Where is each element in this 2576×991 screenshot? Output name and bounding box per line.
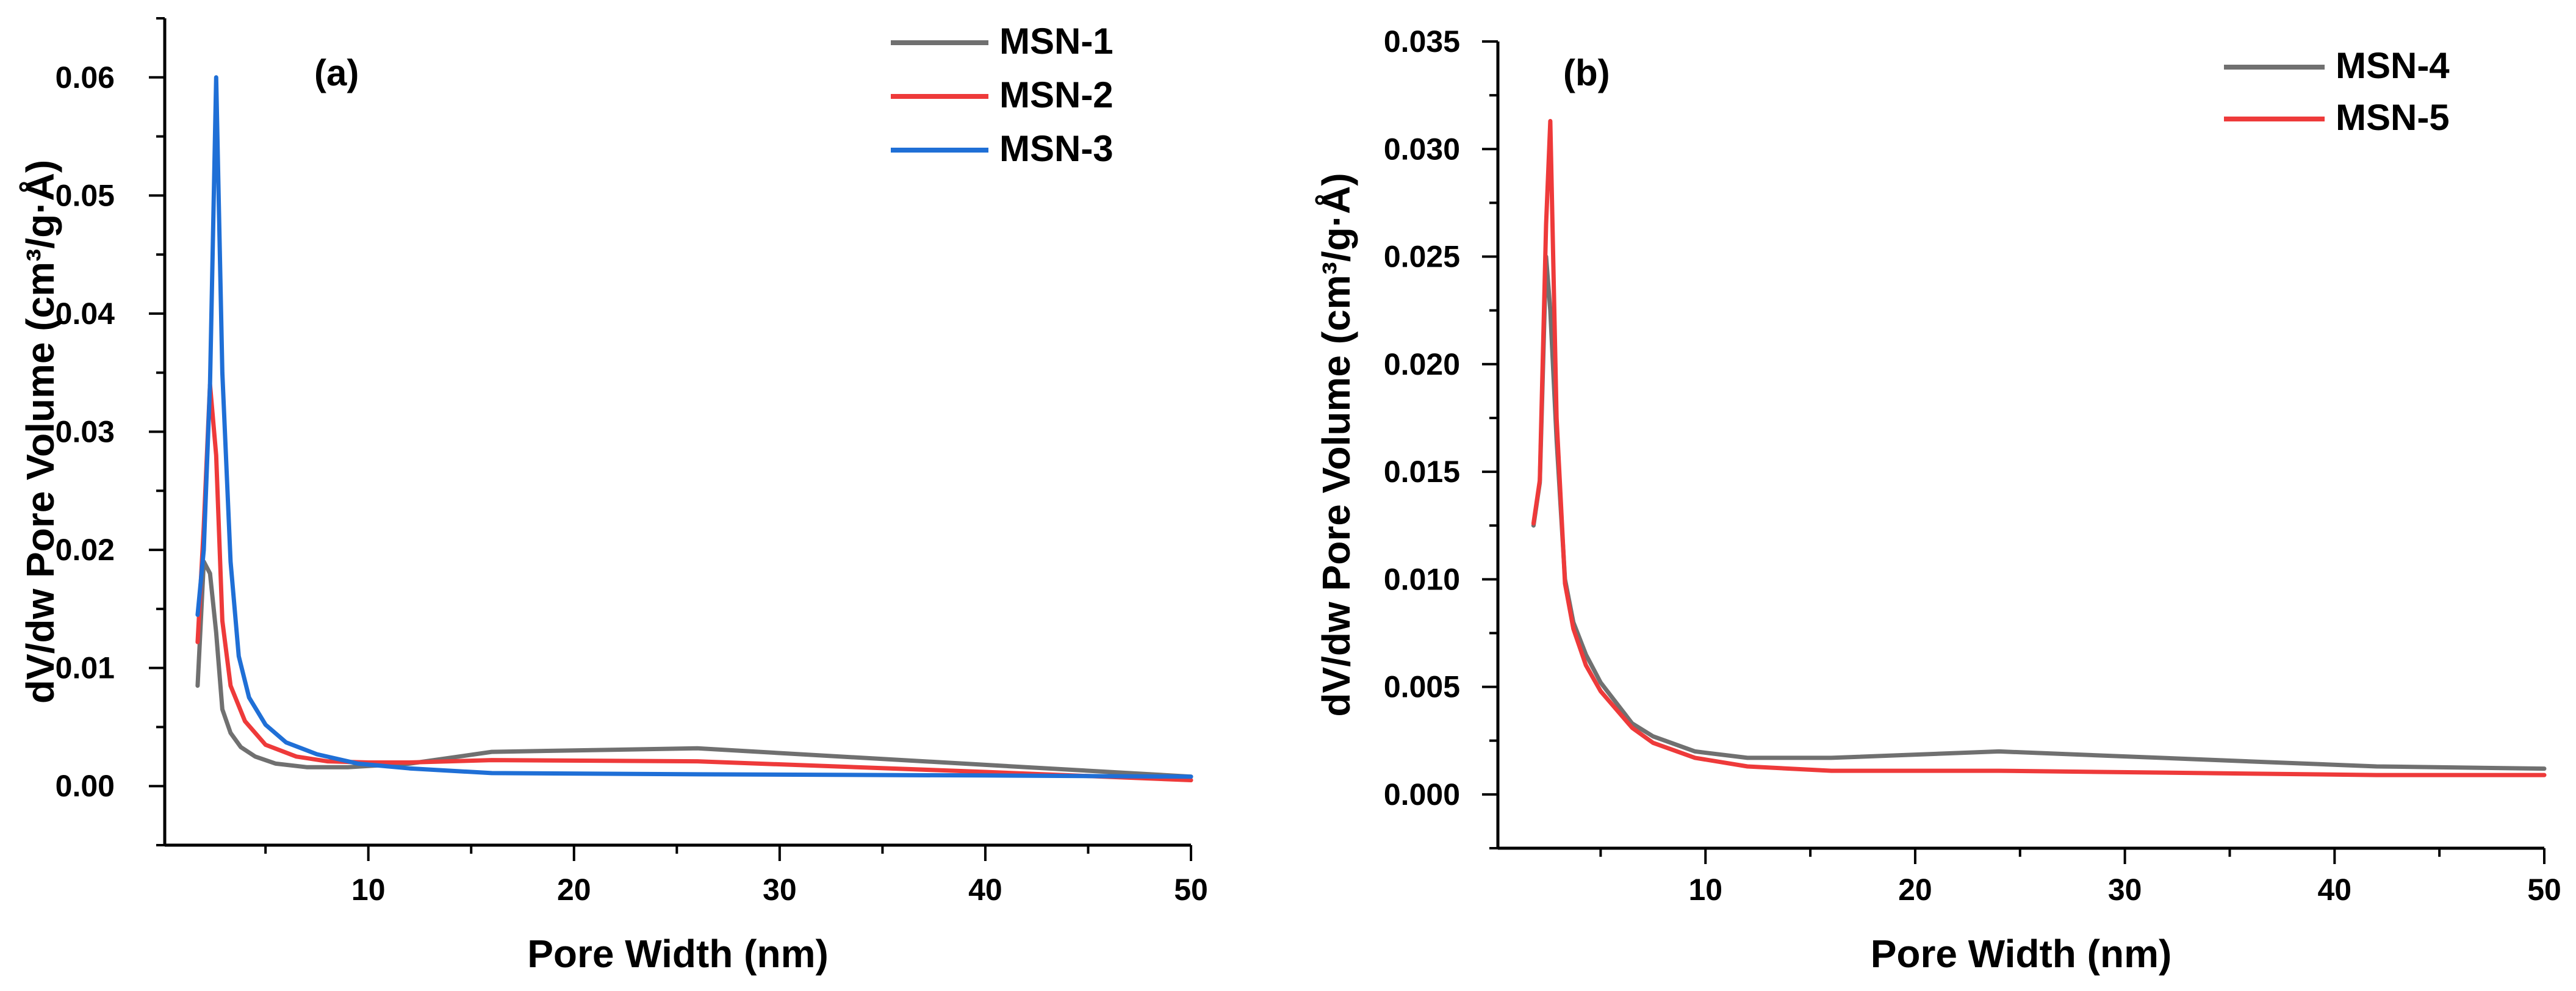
panel-b-y-tick-label: 0.015 [1384, 455, 1460, 489]
panel-a-x-tick-label: 30 [763, 873, 797, 907]
panel-b-series-msn-5 [1531, 118, 2547, 777]
panel-a-x-tick-label: 40 [968, 873, 1002, 907]
panel-b-x-tick-label: 40 [2318, 873, 2352, 907]
panel-b-y-tick-label: 0.005 [1384, 670, 1460, 704]
panel-b-x-tick-label: 20 [1898, 873, 1932, 907]
panel-a-y-axis-title: dV/dw Pore Volume (cm³/g·Å) [18, 160, 62, 704]
panel-b-x-tick-label: 10 [1688, 873, 1722, 907]
panel-b-y-tick-label: 0.025 [1384, 240, 1460, 274]
panel-a-y-tick-label: 0.00 [56, 769, 115, 803]
panel-a-x-axis-title: Pore Width (nm) [527, 932, 829, 976]
panel-a-y-tick-label: 0.01 [56, 651, 115, 685]
panel-a-legend-label-msn-3: MSN-3 [999, 128, 1114, 169]
panel-a-legend-label-msn-2: MSN-2 [999, 74, 1114, 115]
panel-b-label: (b) [1563, 52, 1610, 93]
panel-b-x-tick-label: 30 [2108, 873, 2142, 907]
panel-a-series-msn-2 [195, 382, 1193, 782]
panel-a-y-tick-label: 0.02 [56, 533, 115, 567]
panel-a-y-tick-label: 0.06 [56, 60, 115, 95]
panel-a-series-msn-3 [195, 75, 1193, 779]
panel-b-legend-label-msn-4: MSN-4 [2336, 45, 2450, 86]
panel-a-label: (a) [314, 52, 359, 93]
panel-b-y-axis-title: dV/dw Pore Volume (cm³/g·Å) [1314, 173, 1358, 716]
panel-a-x-tick-label: 10 [351, 873, 386, 907]
panel-b-y-tick-label: 0.035 [1384, 24, 1460, 59]
panel-a-y-tick-label: 0.03 [56, 415, 115, 449]
panel-b-legend-label-msn-5: MSN-5 [2336, 97, 2450, 138]
panel-b-y-tick-label: 0.030 [1384, 132, 1460, 166]
panel-a-x-tick-label: 20 [557, 873, 591, 907]
panel-b-y-tick-label: 0.000 [1384, 777, 1460, 812]
panel-b-x-tick-label: 50 [2527, 873, 2561, 907]
panel-a-series-msn-1 [195, 559, 1193, 779]
panel-b-y-tick-label: 0.020 [1384, 347, 1460, 381]
panel-a-y-tick-label: 0.05 [56, 178, 115, 212]
panel-a-y-tick-label: 0.04 [56, 297, 115, 331]
panel-a-x-tick-label: 50 [1174, 873, 1208, 907]
panel-b-series-msn-4 [1531, 254, 2547, 771]
panel-b-y-tick-label: 0.010 [1384, 562, 1460, 596]
panel-b-x-axis-title: Pore Width (nm) [1871, 932, 2172, 976]
panel-a-legend-label-msn-1: MSN-1 [999, 21, 1114, 62]
